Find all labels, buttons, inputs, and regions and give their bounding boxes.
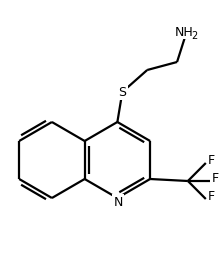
Text: N: N (114, 196, 123, 208)
Text: F: F (208, 155, 215, 167)
Text: NH: NH (175, 26, 193, 38)
Text: 2: 2 (191, 31, 197, 41)
Text: F: F (208, 190, 215, 204)
Text: S: S (118, 85, 126, 99)
Text: F: F (212, 173, 219, 186)
